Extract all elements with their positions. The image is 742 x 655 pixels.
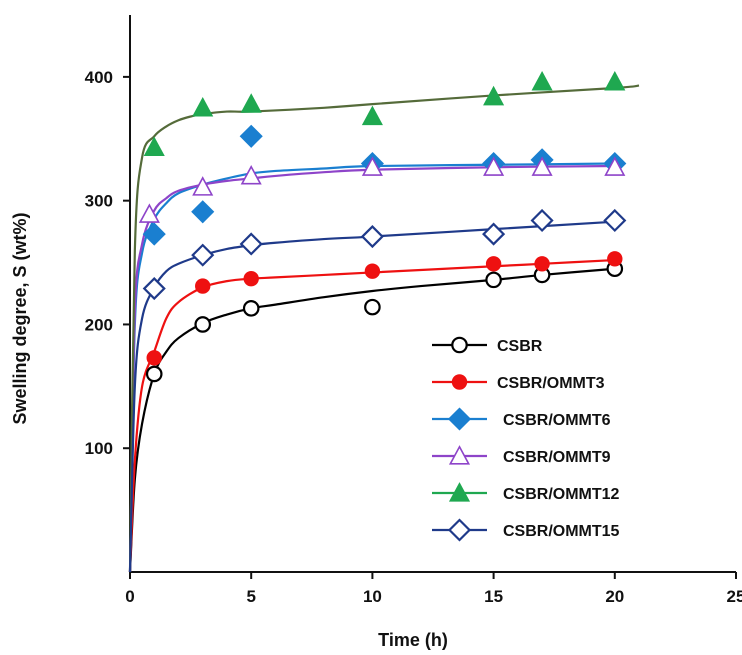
- data-point: [143, 136, 165, 157]
- data-point: [607, 251, 623, 267]
- data-point: [145, 365, 163, 383]
- y-tick-label: 200: [85, 315, 113, 334]
- data-point: [531, 156, 553, 176]
- data-point: [451, 374, 468, 390]
- y-tick-label: 100: [85, 439, 113, 458]
- data-point: [192, 96, 214, 117]
- fit-curve-6: [128, 220, 615, 573]
- x-tick-label: 20: [605, 587, 624, 606]
- y-tick-label: 300: [85, 192, 113, 211]
- x-tick-label: 25: [727, 587, 742, 606]
- legend-label: CSBR/OMMT3: [497, 375, 605, 392]
- data-markers: [138, 70, 627, 383]
- data-point: [364, 263, 381, 279]
- data-point: [483, 156, 505, 176]
- data-point: [364, 298, 381, 316]
- data-point: [239, 232, 263, 256]
- data-point: [146, 350, 162, 366]
- data-point: [242, 300, 260, 317]
- data-point: [451, 336, 468, 354]
- data-point: [138, 203, 160, 223]
- data-point: [191, 200, 215, 224]
- data-point: [142, 276, 166, 301]
- x-tick-label: 15: [484, 587, 503, 606]
- data-point: [482, 222, 506, 246]
- data-point: [447, 407, 472, 431]
- fit-curve-1: [128, 267, 615, 573]
- legend-label: CSBR/OMMT12: [503, 486, 620, 503]
- axis-ticks: 0 5 10 15 20 25 100 200 300 400: [85, 68, 742, 606]
- x-axis-title: Time (h): [378, 630, 448, 650]
- legend-label: CSBR/OMMT9: [503, 449, 611, 466]
- x-tick-label: 10: [363, 587, 382, 606]
- data-point: [604, 70, 626, 91]
- data-point: [243, 270, 259, 287]
- legend-label: CSBR/OMMT15: [503, 523, 620, 540]
- fit-curve-2: [128, 258, 615, 573]
- data-point: [240, 93, 262, 113]
- data-point: [530, 208, 554, 233]
- data-point: [191, 243, 215, 267]
- data-point: [531, 70, 553, 91]
- data-point: [448, 482, 471, 502]
- fit-curve-4: [128, 164, 615, 573]
- data-point: [603, 208, 627, 233]
- data-point: [240, 165, 262, 185]
- plot-area: 0 5 10 15 20 25 100 200 300 400: [85, 15, 742, 606]
- data-point: [447, 518, 472, 542]
- data-point: [361, 105, 383, 126]
- data-point: [604, 156, 626, 176]
- data-point: [361, 156, 383, 176]
- data-point: [195, 278, 211, 294]
- data-point: [194, 316, 212, 333]
- data-point: [534, 256, 550, 272]
- data-point: [142, 222, 166, 246]
- data-point: [448, 445, 471, 465]
- legend: CSBR CSBR/OMMT3 CSBR/OMMT6 CSBR/OMMT9 CSBR/O…: [432, 336, 620, 542]
- data-point: [483, 85, 505, 106]
- legend-label: CSBR/OMMT6: [503, 412, 611, 429]
- data-point: [239, 124, 263, 148]
- x-tick-label: 5: [246, 587, 255, 606]
- data-point: [485, 271, 502, 289]
- data-point: [485, 256, 502, 272]
- y-axis-title: Swelling degree, S (wt%): [10, 212, 30, 424]
- legend-label: CSBR: [497, 338, 543, 355]
- data-point: [192, 176, 214, 196]
- x-tick-label: 0: [125, 587, 134, 606]
- y-tick-label: 400: [85, 68, 113, 87]
- data-point: [360, 225, 384, 249]
